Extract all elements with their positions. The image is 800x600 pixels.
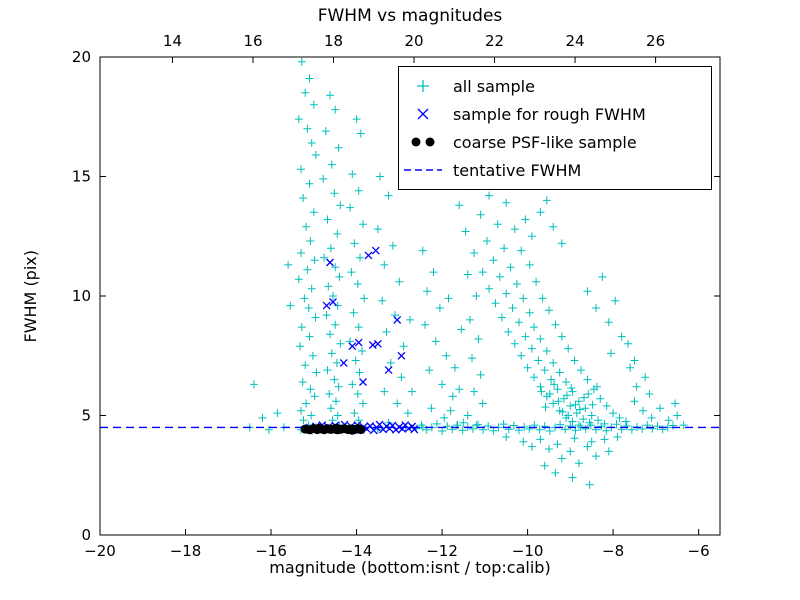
y-tick-label: 10 [72, 287, 91, 305]
y-tick-label: 5 [81, 407, 91, 425]
legend-item-psf-sample: coarse PSF-like sample [399, 128, 711, 156]
chart-title: FWHM vs magnitudes [317, 6, 503, 26]
y-tick-label: 20 [72, 48, 91, 66]
y-axis-label-container: FWHM (pix) [18, 57, 42, 535]
plot-frame [99, 56, 721, 536]
x-tick-label: −12 [426, 542, 458, 560]
top-tick-label: 14 [163, 32, 182, 50]
legend-label-all-sample: all sample [453, 76, 535, 96]
scatter-coarse-psf-like-sample [300, 423, 366, 435]
scatter-sample-for-rough-fwhm [305, 246, 419, 435]
y-tick-label: 15 [72, 168, 91, 186]
top-tick-label: 22 [485, 32, 504, 50]
top-tick-label: 16 [243, 32, 262, 50]
legend-item-tentative-fwhm: tentative FWHM [399, 156, 711, 184]
legend-label-psf-sample: coarse PSF-like sample [453, 132, 637, 152]
legend-label-rough-fwhm: sample for rough FWHM [453, 104, 646, 124]
x-marker [417, 108, 429, 120]
legend-label-tentative-fwhm: tentative FWHM [453, 160, 582, 180]
top-tick-label: 18 [324, 32, 343, 50]
top-tick-label: 24 [566, 32, 585, 50]
y-axis-label: FWHM (pix) [20, 249, 40, 343]
legend: all sample sample for rough FWHM coarse … [398, 66, 712, 190]
dot-marker-left [411, 137, 421, 147]
x-tick-label: −18 [170, 542, 202, 560]
legend-item-rough-fwhm: sample for rough FWHM [399, 100, 711, 128]
dot-marker-right [425, 137, 435, 147]
x-tick-label: −10 [512, 542, 544, 560]
x-tick-label: −6 [688, 542, 710, 560]
dashed-line-icon [399, 159, 447, 181]
psf-dot [347, 425, 357, 435]
axes: −20 −18 −16 −14 −12 −10 −8 −6 14 16 18 20 22 24 26 0 5 10… [72, 32, 720, 560]
x-tick-label: −8 [602, 542, 624, 560]
top-tick-label: 26 [646, 32, 665, 50]
plus-marker [417, 80, 429, 92]
y-tick-label: 0 [81, 526, 91, 544]
psf-dot [331, 423, 341, 433]
x-axis-label: magnitude (bottom:isnt / top:calib) [269, 558, 551, 577]
x-tick-label: −14 [341, 542, 373, 560]
psf-dot [314, 423, 324, 433]
x-marker-icon [399, 103, 447, 125]
dot-marker-icon [399, 131, 447, 153]
plus-marker-icon [399, 75, 447, 97]
psf-dot [356, 425, 366, 435]
x-tick-label: −20 [84, 542, 116, 560]
x-tick-label: −16 [255, 542, 287, 560]
legend-item-all-sample: all sample [399, 72, 711, 100]
top-tick-label: 20 [404, 32, 423, 50]
